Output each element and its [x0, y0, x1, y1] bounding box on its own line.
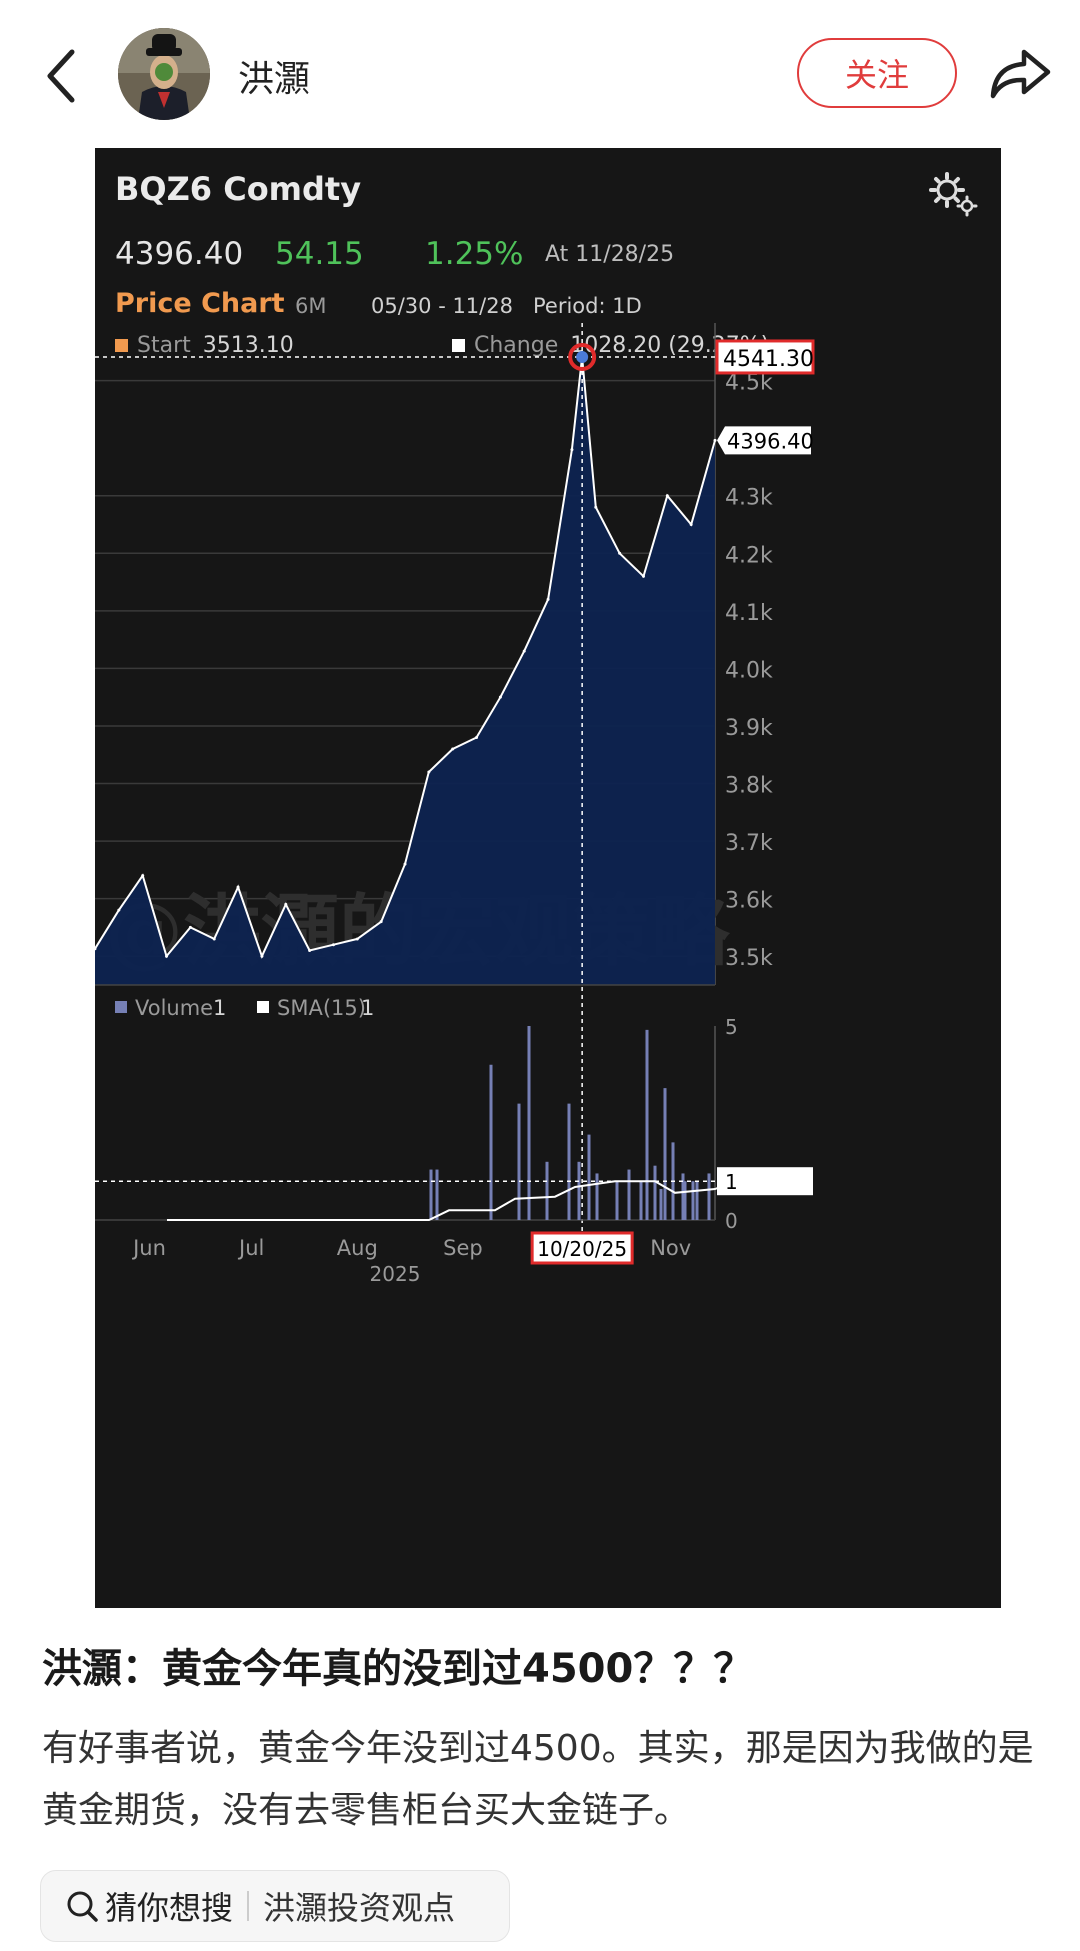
- price-y-tick-label: 4.5k: [725, 371, 773, 396]
- volume-legend-value: 1: [213, 996, 226, 1020]
- price-point: [665, 494, 669, 498]
- x-tick-label: Jul: [237, 1236, 264, 1260]
- price-point: [379, 920, 383, 924]
- post-body: 有好事者说，黄金今年没到过4500。其实，那是因为我做的是黄金期货，没有去零售柜…: [42, 1728, 1034, 1831]
- price-point: [117, 908, 121, 912]
- price-point: [641, 574, 645, 578]
- start-legend-swatch: [115, 339, 128, 352]
- price-line: [95, 356, 716, 959]
- chart-type-label[interactable]: Price Chart: [115, 288, 285, 319]
- price-y-tick-label: 3.5k: [725, 946, 773, 971]
- volume-cursor-label: 1: [725, 1170, 738, 1194]
- volume-legend-label: Volume: [135, 996, 213, 1020]
- change-legend-swatch: [452, 339, 465, 352]
- search-hint: 猜你想搜: [105, 1889, 234, 1927]
- price-y-tick-label: 4.3k: [725, 486, 773, 511]
- price-point: [236, 885, 240, 889]
- price-point: [403, 862, 407, 866]
- price-point: [475, 735, 479, 739]
- price-y-tick-label: 3.6k: [725, 889, 773, 914]
- chart-card: BQZ6 Comdty 4396.40 54.15 1.25% At 11/28…: [95, 148, 1001, 1608]
- price-point: [355, 937, 359, 941]
- price-y-tick-label: 3.7k: [725, 831, 773, 856]
- cursor-date-label-box: [530, 1231, 634, 1265]
- price-point: [498, 695, 502, 699]
- price-volume-chart[interactable]: 3.5k 3.6k 3.7k 3.8k 3.9k 4.0k 4.1k 4.2k 4.3k 4.5k…: [95, 148, 1001, 1608]
- x-year-label: 2025: [370, 1262, 421, 1286]
- volume-y-tick-label: 0: [725, 1209, 738, 1233]
- high-marker-ring: [568, 342, 597, 371]
- sma-line: [167, 1172, 796, 1221]
- period-selector[interactable]: Period: 1D: [533, 294, 642, 318]
- price-y-tick-label: 4.1k: [725, 601, 773, 626]
- net-change: 54.15: [275, 236, 364, 272]
- price-point: [212, 937, 216, 941]
- last-price: 4396.40: [115, 236, 244, 272]
- date-range[interactable]: 05/30 - 11/28: [371, 294, 513, 318]
- volume-legend-swatch: [115, 1001, 127, 1013]
- price-point: [331, 943, 335, 947]
- share-arrow-icon[interactable]: [988, 46, 1052, 102]
- price-area: [95, 357, 715, 985]
- follow-button[interactable]: 关注: [797, 38, 957, 108]
- percent-change: 1.25%: [425, 236, 524, 272]
- price-point: [451, 747, 455, 751]
- post-title: 洪灝：黄金今年真的没到过4500？？？: [42, 1646, 754, 1692]
- price-y-tick-label: 3.8k: [725, 774, 773, 799]
- settings-gear-icon[interactable]: [927, 170, 979, 218]
- price-point: [95, 947, 97, 951]
- price-point: [427, 770, 431, 774]
- price-point: [594, 505, 598, 509]
- avatar[interactable]: [118, 28, 210, 120]
- search-icon: [67, 1891, 98, 1922]
- price-point: [689, 522, 693, 526]
- price-point: [713, 438, 717, 442]
- price-point: [165, 954, 169, 958]
- x-tick-label: Nov: [650, 1236, 691, 1260]
- price-y-tick-label: 3.9k: [725, 716, 773, 741]
- sma-legend-value: 1: [361, 996, 374, 1020]
- volume-y-tick-label: 5: [725, 1015, 738, 1039]
- high-price-label: 4541.30: [723, 347, 814, 372]
- price-point: [260, 954, 264, 958]
- high-marker-dot: [576, 350, 589, 363]
- price-point: [284, 902, 288, 906]
- username[interactable]: 洪灝: [238, 59, 311, 100]
- volume-cursor-label-box: [717, 1167, 813, 1196]
- cursor-date-label: 10/20/25: [537, 1237, 627, 1261]
- start-label: Start: [137, 333, 191, 358]
- top-bar: 洪灝 关注: [0, 0, 1080, 150]
- chip-divider: [247, 1891, 250, 1921]
- price-point: [546, 597, 550, 601]
- x-tick-label: Jun: [131, 1236, 166, 1260]
- back-chevron-icon[interactable]: [42, 46, 82, 106]
- x-tick-label: Sep: [443, 1236, 483, 1260]
- sma-legend-swatch: [257, 1001, 269, 1013]
- last-price-label: 4396.40: [727, 429, 814, 453]
- last-price-label-box: [717, 426, 811, 455]
- price-point: [141, 874, 145, 878]
- high-price-label-box: [715, 339, 815, 375]
- price-point: [522, 649, 526, 653]
- search-topic[interactable]: 洪灝投资观点: [263, 1889, 456, 1927]
- price-y-tick-label: 4.2k: [725, 543, 773, 568]
- sma-legend-label: SMA(15): [277, 996, 366, 1020]
- change-label: Change: [474, 333, 559, 358]
- security-ticker: BQZ6 Comdty: [115, 170, 362, 208]
- range-selector[interactable]: 6M: [295, 294, 327, 318]
- start-value: 3513.10: [202, 333, 294, 358]
- price-point: [570, 448, 574, 452]
- price-point: [618, 551, 622, 555]
- price-point: [188, 925, 192, 929]
- start-stat: Start 3513.10: [115, 333, 294, 363]
- price-point: [308, 948, 312, 952]
- as-of-date: At 11/28/25: [545, 242, 675, 267]
- price-y-tick-label: 4.0k: [725, 658, 773, 683]
- x-tick-label: Aug: [337, 1236, 378, 1260]
- search-suggestion-chip[interactable]: 猜你想搜 洪灝投资观点: [40, 1870, 510, 1942]
